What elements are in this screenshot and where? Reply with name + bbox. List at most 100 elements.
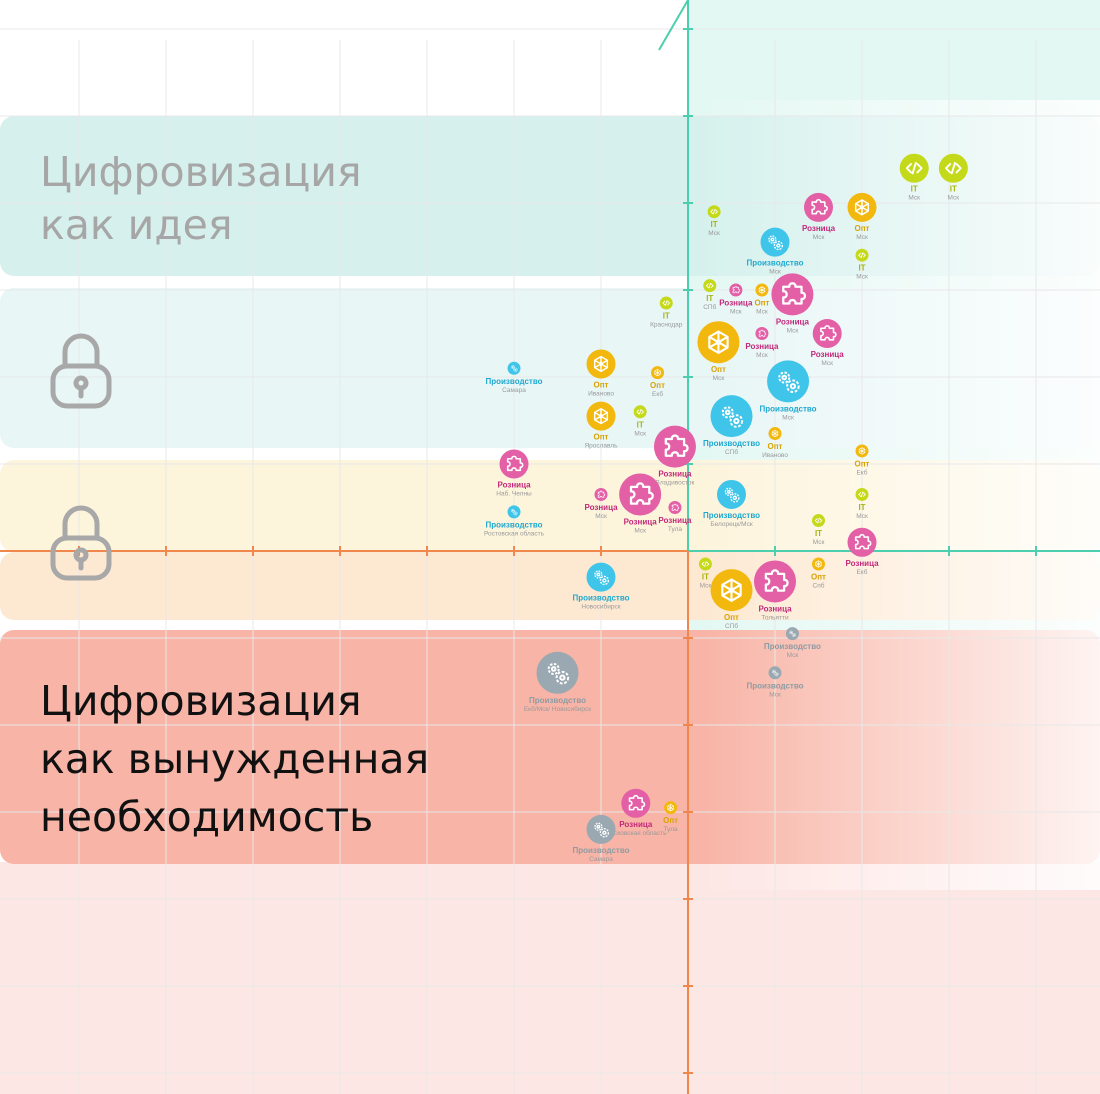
point-marker — [760, 227, 790, 257]
y-axis-arrow — [658, 0, 689, 51]
right-fade — [700, 100, 1100, 890]
point-sublabel: Самара — [589, 856, 613, 863]
point-sublabel: Екб/Мск/ Новосибирск — [524, 705, 591, 713]
point-label: Опт — [650, 381, 665, 390]
point-label: IT — [711, 220, 718, 229]
point-sublabel: СПб — [725, 448, 738, 456]
point-sublabel: Мск — [787, 652, 799, 659]
band-forced-bottom — [0, 862, 1100, 1094]
point-sublabel: Мск — [708, 230, 720, 237]
point-sublabel: Мск — [856, 234, 868, 241]
point-label: Производство — [529, 696, 586, 705]
point-marker — [653, 425, 696, 468]
point-sublabel: Мск — [908, 195, 920, 202]
point-label: Опт — [724, 613, 739, 622]
point-marker — [771, 273, 814, 316]
point-marker — [594, 487, 608, 501]
point-sublabel: Мск — [856, 274, 868, 281]
point-marker — [507, 505, 521, 519]
point-sublabel: Тольятти — [761, 614, 789, 621]
point-label: Производство — [485, 520, 542, 529]
point-marker — [847, 527, 877, 557]
point-sublabel: Мск — [634, 430, 646, 437]
point-label: Розница — [658, 516, 692, 525]
point-label: IT — [858, 264, 865, 273]
point-label: Опт — [768, 442, 783, 451]
point-label: Производство — [703, 439, 760, 448]
point-label: Розница — [776, 317, 810, 326]
point-label: IT — [911, 185, 918, 194]
point-label: Розница — [497, 481, 531, 490]
point-marker — [755, 327, 769, 340]
point-label: Розница — [658, 470, 692, 479]
point-sublabel: Мск — [948, 195, 960, 202]
point-sublabel: Екб — [652, 390, 663, 398]
point-label: Производство — [572, 594, 629, 603]
point-label: Опт — [663, 816, 678, 825]
point-sublabel: Иваново — [588, 390, 614, 397]
point-sublabel: Наб. Челны — [496, 490, 532, 498]
point-sublabel: Иваново — [762, 452, 788, 459]
point-sublabel: Краснодар — [650, 322, 683, 329]
point-sublabel: Самара — [502, 387, 526, 394]
point-sublabel: Екб — [856, 468, 867, 476]
point-marker — [729, 283, 743, 297]
point-label: Опт — [594, 433, 609, 442]
point-marker — [619, 473, 662, 516]
point-marker — [668, 501, 682, 514]
point-label: IT — [815, 529, 822, 538]
point-label: Розница — [845, 559, 879, 568]
point-sublabel: Мск — [769, 691, 781, 698]
lock-icon — [48, 330, 114, 410]
point-label: Опт — [754, 299, 769, 308]
point-sublabel: Мск — [782, 414, 794, 421]
point-sublabel: Мск — [856, 513, 868, 520]
point-sublabel: Мск — [634, 527, 646, 534]
point-label: Опт — [811, 573, 826, 582]
point-label: Розница — [624, 517, 658, 526]
point-sublabel: Мск — [821, 360, 833, 367]
point-marker — [621, 788, 651, 818]
point-label: Розница — [719, 299, 753, 308]
point-marker — [804, 192, 833, 222]
point-sublabel: Ярославль — [584, 443, 618, 450]
point-label: Производство — [764, 642, 821, 651]
grid-lines — [0, 28, 1100, 1094]
point-sublabel: Мск — [787, 327, 799, 334]
point-marker — [754, 560, 796, 603]
lock-icon — [48, 502, 114, 582]
band-title-forced: Цифровизация как вынужденная необходимос… — [40, 677, 430, 841]
point-marker — [767, 360, 810, 403]
point-sublabel: Мск — [756, 352, 768, 359]
